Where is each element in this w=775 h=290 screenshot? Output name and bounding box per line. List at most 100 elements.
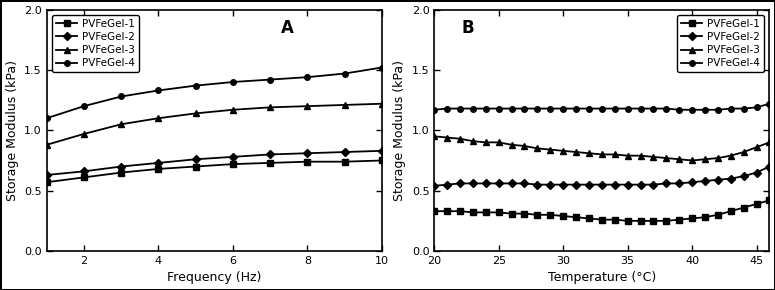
PVFeGel-2	[636, 183, 645, 186]
PVFeGel-3	[713, 156, 722, 160]
PVFeGel-4	[559, 107, 568, 110]
PVFeGel-3	[571, 150, 580, 154]
PVFeGel-2	[153, 161, 163, 165]
Y-axis label: Storage Modulus (kPa): Storage Modulus (kPa)	[5, 60, 19, 201]
PVFeGel-1	[429, 209, 439, 213]
PVFeGel-1	[701, 215, 710, 219]
PVFeGel-1	[674, 218, 684, 221]
PVFeGel-4	[649, 107, 658, 110]
Line: PVFeGel-2: PVFeGel-2	[432, 164, 772, 189]
PVFeGel-4	[674, 108, 684, 112]
PVFeGel-4	[598, 107, 607, 110]
PVFeGel-3	[649, 155, 658, 159]
PVFeGel-2	[701, 179, 710, 183]
PVFeGel-4	[584, 107, 594, 110]
PVFeGel-1	[713, 213, 722, 217]
PVFeGel-2	[303, 151, 312, 155]
PVFeGel-1	[623, 219, 632, 223]
PVFeGel-3	[494, 141, 503, 144]
PVFeGel-3	[610, 153, 619, 156]
Text: B: B	[461, 19, 474, 37]
PVFeGel-3	[340, 103, 350, 107]
PVFeGel-2	[443, 183, 452, 186]
PVFeGel-2	[494, 182, 503, 185]
PVFeGel-3	[559, 149, 568, 153]
PVFeGel-3	[546, 148, 555, 151]
PVFeGel-4	[713, 108, 722, 112]
PVFeGel-1	[765, 199, 774, 202]
PVFeGel-3	[598, 153, 607, 156]
PVFeGel-2	[79, 170, 88, 173]
PVFeGel-4	[765, 102, 774, 106]
PVFeGel-1	[468, 211, 477, 214]
PVFeGel-3	[191, 112, 201, 115]
PVFeGel-3	[752, 146, 761, 149]
PVFeGel-1	[532, 213, 542, 217]
PVFeGel-3	[739, 150, 749, 154]
PVFeGel-1	[571, 215, 580, 219]
PVFeGel-1	[584, 217, 594, 220]
PVFeGel-4	[752, 106, 761, 109]
PVFeGel-2	[377, 149, 387, 153]
PVFeGel-2	[481, 182, 491, 185]
PVFeGel-2	[429, 184, 439, 188]
Text: A: A	[281, 19, 294, 37]
PVFeGel-4	[610, 107, 619, 110]
PVFeGel-1	[610, 218, 619, 221]
PVFeGel-2	[662, 182, 671, 185]
PVFeGel-3	[520, 144, 529, 148]
PVFeGel-4	[340, 72, 350, 75]
X-axis label: Temperature (°C): Temperature (°C)	[548, 271, 656, 284]
Line: PVFeGel-4: PVFeGel-4	[44, 65, 384, 121]
Line: PVFeGel-1: PVFeGel-1	[432, 197, 772, 224]
PVFeGel-3	[636, 154, 645, 157]
PVFeGel-2	[687, 180, 697, 184]
PVFeGel-2	[610, 183, 619, 186]
PVFeGel-3	[116, 122, 126, 126]
Line: PVFeGel-1: PVFeGel-1	[44, 158, 384, 185]
PVFeGel-1	[303, 160, 312, 164]
PVFeGel-4	[42, 117, 51, 120]
PVFeGel-4	[520, 107, 529, 110]
PVFeGel-4	[191, 84, 201, 87]
PVFeGel-3	[623, 154, 632, 157]
PVFeGel-2	[340, 150, 350, 154]
PVFeGel-2	[649, 183, 658, 186]
PVFeGel-3	[42, 143, 51, 146]
PVFeGel-2	[584, 183, 594, 186]
PVFeGel-3	[532, 147, 542, 150]
PVFeGel-2	[765, 165, 774, 168]
PVFeGel-2	[191, 157, 201, 161]
PVFeGel-1	[507, 212, 516, 215]
PVFeGel-4	[726, 107, 735, 110]
PVFeGel-2	[266, 153, 275, 156]
PVFeGel-3	[456, 137, 465, 140]
PVFeGel-4	[662, 107, 671, 110]
PVFeGel-4	[494, 107, 503, 110]
PVFeGel-4	[507, 107, 516, 110]
Line: PVFeGel-4: PVFeGel-4	[432, 101, 772, 113]
PVFeGel-3	[481, 141, 491, 144]
PVFeGel-2	[559, 183, 568, 186]
PVFeGel-2	[571, 183, 580, 186]
PVFeGel-2	[456, 182, 465, 185]
PVFeGel-1	[191, 165, 201, 168]
PVFeGel-2	[116, 165, 126, 168]
PVFeGel-3	[153, 117, 163, 120]
PVFeGel-1	[229, 162, 238, 166]
PVFeGel-4	[303, 75, 312, 79]
PVFeGel-3	[468, 139, 477, 143]
PVFeGel-1	[649, 219, 658, 223]
PVFeGel-1	[494, 211, 503, 214]
PVFeGel-2	[752, 171, 761, 174]
PVFeGel-3	[765, 141, 774, 144]
PVFeGel-1	[726, 209, 735, 213]
PVFeGel-4	[571, 107, 580, 110]
PVFeGel-1	[546, 213, 555, 217]
PVFeGel-3	[443, 136, 452, 139]
Line: PVFeGel-3: PVFeGel-3	[432, 134, 772, 163]
PVFeGel-4	[468, 107, 477, 110]
PVFeGel-2	[674, 182, 684, 185]
PVFeGel-4	[701, 108, 710, 112]
PVFeGel-2	[229, 155, 238, 159]
